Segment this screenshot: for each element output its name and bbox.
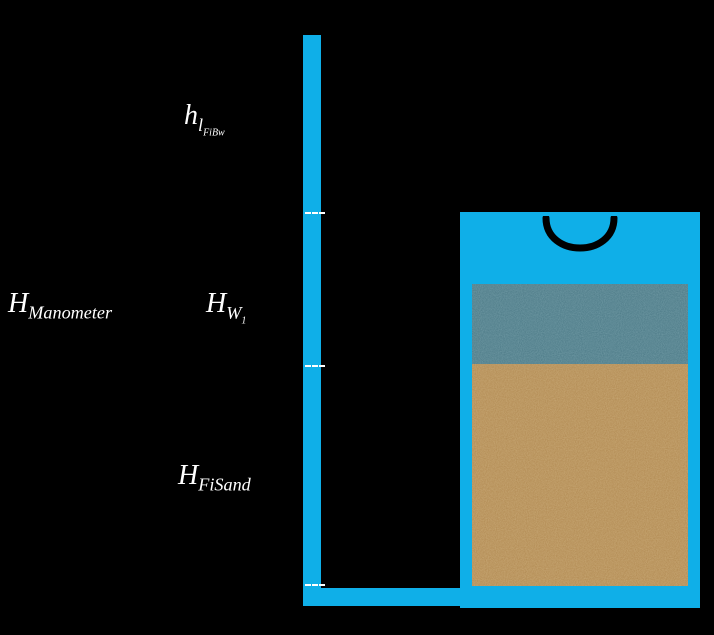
label-hlFiBw: hlFiBw xyxy=(184,100,225,138)
HFiSand-main: H xyxy=(178,460,198,491)
grey-sand-texture xyxy=(472,284,688,364)
dashed-line-bottom xyxy=(305,584,325,586)
label-HW1: HW1 xyxy=(206,288,246,326)
outlet-arc xyxy=(540,216,620,268)
HManometer-sub1: Manometer xyxy=(28,303,112,323)
brown-sand-layer xyxy=(472,364,688,586)
grey-sand-layer xyxy=(472,284,688,364)
label-HManometer: HManometer xyxy=(8,288,112,324)
HFiSand-sub1: FiSand xyxy=(198,475,251,495)
connector-pipe xyxy=(303,588,472,606)
container-wall-right xyxy=(688,212,700,608)
HW1-sub2: 1 xyxy=(241,315,246,326)
dashed-line-top xyxy=(305,212,325,214)
container-base xyxy=(460,586,700,608)
brown-sand-texture xyxy=(472,364,688,586)
hlFiBw-sub2: FiBw xyxy=(203,127,225,138)
HManometer-main: H xyxy=(8,288,28,319)
container-wall-left xyxy=(460,212,472,608)
hlFiBw-main: h xyxy=(184,100,198,131)
HW1-sub1: W xyxy=(226,303,241,323)
manometer-tube xyxy=(303,35,321,606)
label-HFiSand: HFiSand xyxy=(178,460,251,496)
dashed-line-mid xyxy=(305,365,325,367)
HW1-main: H xyxy=(206,288,226,319)
